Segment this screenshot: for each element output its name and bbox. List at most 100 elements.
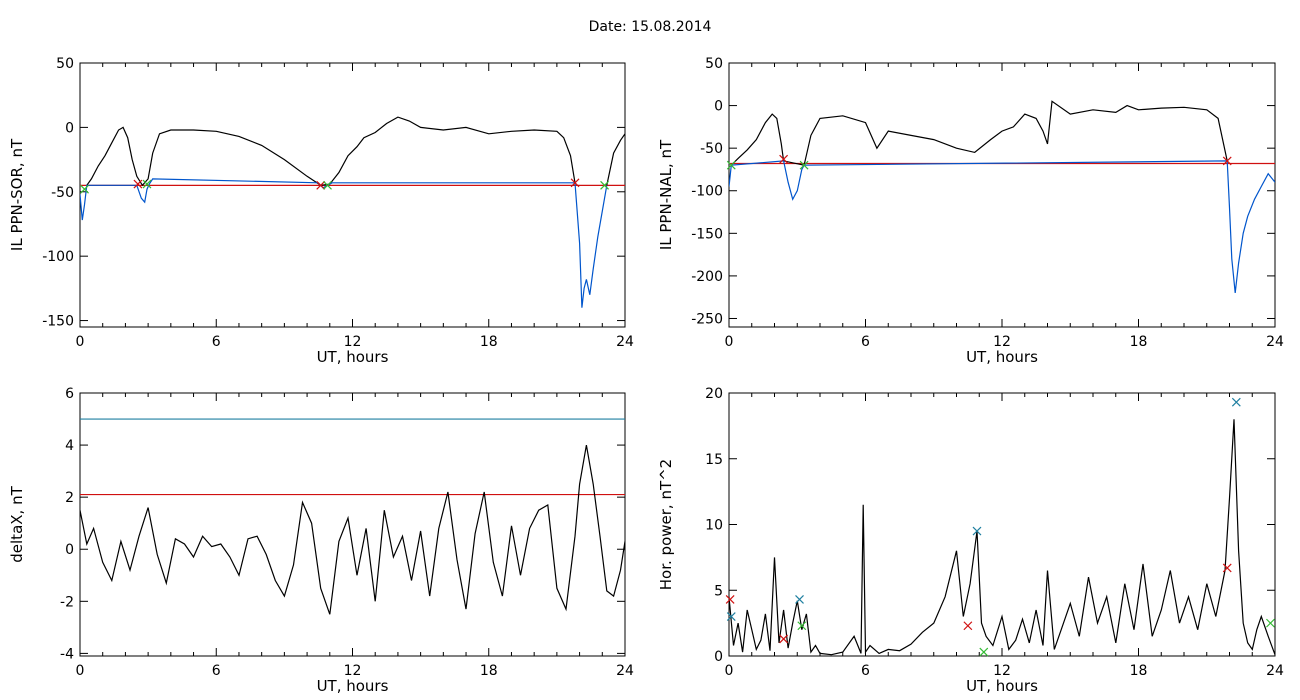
series-line [729, 160, 1275, 293]
marker-stroke [80, 184, 89, 194]
x-tick-label: 12 [344, 334, 362, 350]
x-tick-label: 12 [993, 334, 1011, 350]
chart-deltax: 0 6 12 18 24 6 4 2 0 -2 -4 UT, hours deltaX, nT [8, 386, 634, 695]
y-tick-label: -150 [42, 314, 74, 330]
y-tick-label: 0 [65, 542, 74, 558]
marker-cross [80, 184, 89, 194]
marker-cross [795, 595, 804, 604]
x-tick-label: 12 [993, 663, 1011, 679]
marker-stroke [1231, 397, 1241, 407]
x-tick-label: 6 [212, 663, 221, 679]
x-axis-label: UT, hours [317, 348, 389, 366]
marker-cross [799, 160, 809, 170]
marker-stroke [797, 621, 807, 631]
marker-cross [726, 160, 736, 170]
x-tick-label: 12 [344, 663, 362, 679]
series-line [86, 116, 576, 187]
y-tick-label: 10 [705, 518, 723, 534]
x-tick-label: 6 [861, 334, 870, 350]
marker-cross [779, 634, 789, 644]
x-tick-label: 18 [480, 663, 498, 679]
y-tick-label: -4 [60, 646, 74, 662]
y-tick-label: 50 [705, 56, 723, 72]
series-line [606, 133, 625, 186]
y-tick-label: 6 [65, 386, 74, 402]
marker-stroke [726, 160, 736, 170]
page-title: Date: 15.08.2014 [588, 19, 712, 35]
x-tick-label: 0 [76, 334, 85, 350]
marker-cross [726, 612, 736, 621]
y-axis-label: Hor. power, nT^2 [657, 459, 675, 590]
y-tick-label: -150 [691, 226, 723, 242]
series-line [729, 419, 1275, 656]
marker-stroke [795, 595, 804, 604]
y-tick-label: -250 [691, 311, 723, 327]
y-axis-label: IL PPN-NAL, nT [657, 139, 675, 250]
x-tick-label: 0 [76, 663, 85, 679]
x-axis-label: UT, hours [966, 677, 1038, 695]
marker-stroke [972, 526, 982, 536]
series-line [80, 178, 608, 308]
marker-cross [1222, 563, 1232, 573]
y-tick-label: -200 [691, 269, 723, 285]
y-tick-label: 0 [714, 99, 723, 115]
chart-il-ppn-nal: 0 6 12 18 24 50 0 -50 -100 -150 -200 -250 UT, hours I… [657, 56, 1284, 366]
x-tick-label: 6 [212, 334, 221, 350]
marker-stroke [1222, 563, 1232, 573]
chart-hor-power: 0 6 12 18 24 20 15 10 5 0 UT, hours Hor. power, nT^… [657, 386, 1284, 695]
series-line [730, 100, 1228, 166]
marker-cross [323, 180, 332, 190]
marker-cross [316, 180, 326, 190]
y-tick-label: 4 [65, 438, 74, 454]
marker-cross [142, 179, 152, 189]
marker-stroke [963, 621, 973, 631]
x-tick-label: 6 [861, 663, 870, 679]
x-tick-label: 24 [1266, 334, 1284, 350]
marker-stroke [570, 178, 580, 188]
x-tick-label: 0 [725, 334, 734, 350]
marker-cross [979, 647, 989, 657]
marker-stroke [726, 612, 736, 621]
marker-cross [133, 179, 143, 189]
marker-stroke [323, 180, 332, 190]
marker-cross [570, 178, 580, 188]
marker-stroke [725, 595, 735, 604]
plot-frame [79, 62, 626, 328]
marker-cross [779, 154, 789, 164]
y-tick-label: 0 [714, 649, 723, 665]
marker-stroke [142, 179, 152, 189]
marker-cross [1222, 156, 1232, 166]
y-axis-label: deltaX, nT [8, 485, 26, 562]
y-tick-label: -50 [700, 141, 723, 157]
marker-stroke [133, 179, 143, 189]
marker-cross [1266, 618, 1275, 628]
y-tick-label: -100 [42, 249, 74, 265]
plot-frame [79, 392, 626, 657]
marker-stroke [1266, 618, 1275, 628]
x-axis-label: UT, hours [966, 348, 1038, 366]
y-tick-label: -100 [691, 184, 723, 200]
x-tick-label: 24 [1266, 663, 1284, 679]
x-tick-label: 24 [616, 334, 634, 350]
marker-cross [1231, 397, 1241, 407]
x-tick-label: 18 [480, 334, 498, 350]
plot-frame [728, 62, 1276, 328]
y-tick-label: -2 [60, 594, 74, 610]
y-axis-label: IL PPN-SOR, nT [8, 138, 26, 251]
x-axis-label: UT, hours [317, 677, 389, 695]
marker-stroke [1222, 156, 1232, 166]
marker-stroke [600, 180, 609, 190]
marker-stroke [799, 160, 809, 170]
x-tick-label: 0 [725, 663, 734, 679]
marker-stroke [779, 634, 789, 644]
marker-stroke [979, 647, 989, 657]
series-line [80, 444, 625, 615]
marker-stroke [316, 180, 326, 190]
marker-cross [600, 180, 609, 190]
x-tick-label: 18 [1130, 663, 1148, 679]
y-tick-label: -50 [51, 185, 74, 201]
x-tick-label: 18 [1130, 334, 1148, 350]
y-tick-label: 50 [56, 56, 74, 72]
y-tick-label: 15 [705, 452, 723, 468]
